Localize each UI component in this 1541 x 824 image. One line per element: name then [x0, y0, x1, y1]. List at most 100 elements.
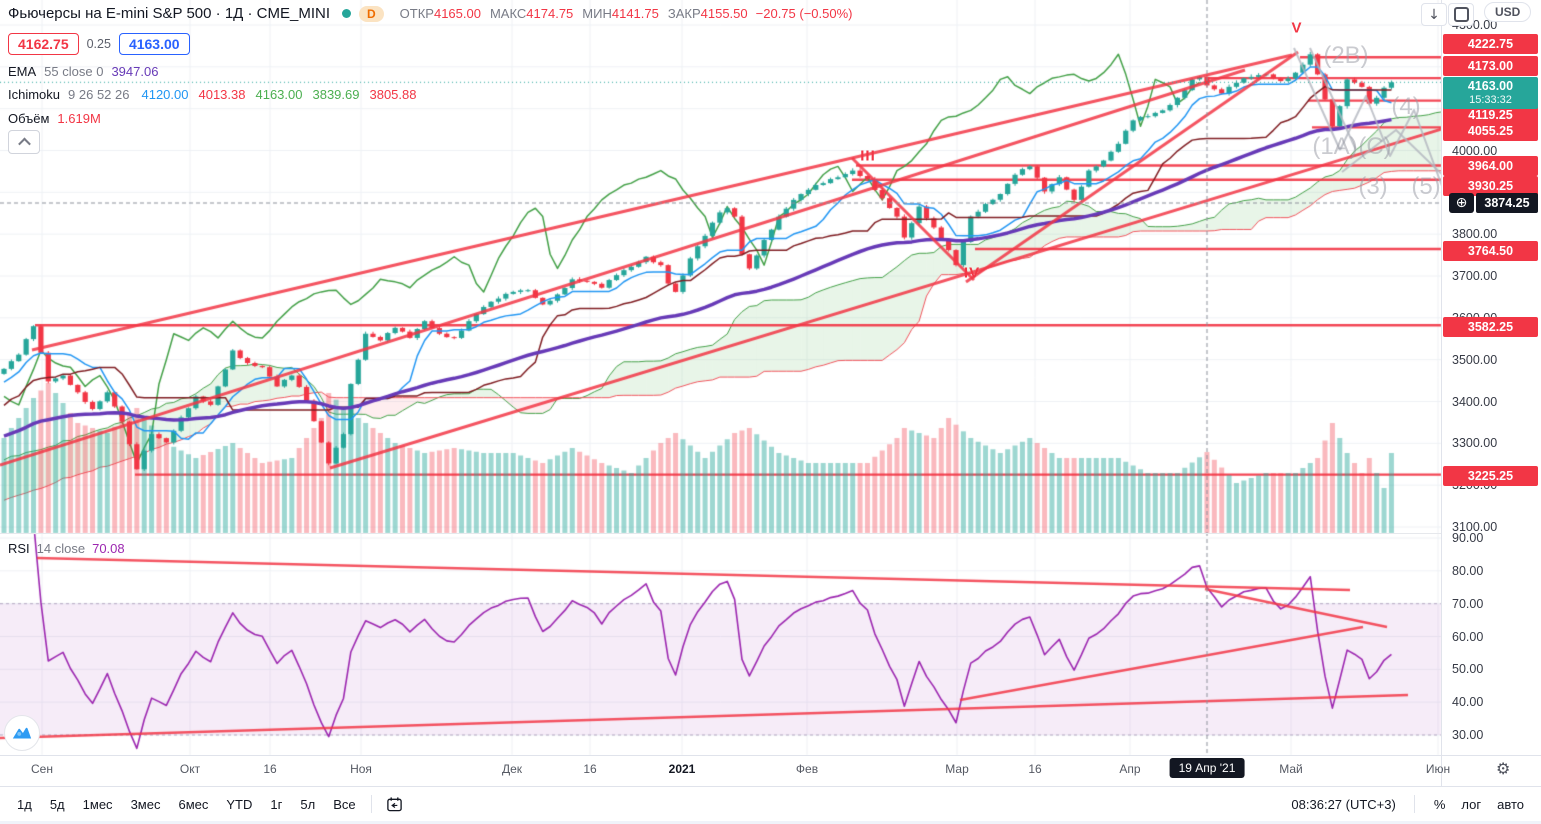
indicator-pane-logo: [4, 715, 40, 751]
price-axis-separator: [1441, 0, 1442, 786]
price-level-badge: 4119.25: [1443, 105, 1538, 125]
price-level-badge: 4222.75: [1443, 34, 1538, 54]
crosshair-price-badge: 3874.25: [1476, 193, 1538, 213]
volume-legend-value: 1.619M: [57, 111, 101, 126]
volume-legend-row[interactable]: Объём 1.619M: [8, 111, 101, 126]
quote-row: 4162.75 0.25 4163.00: [8, 33, 190, 55]
symbol-title[interactable]: Фьючерсы на E-mini S&P 500 · 1Д · CME_MI…: [8, 5, 330, 22]
chevron-up-icon: [17, 137, 31, 150]
crosshair-date-badge: 19 Апр '21: [1169, 758, 1245, 778]
ichimoku-value: 4120.00: [141, 87, 189, 102]
range-button-1г[interactable]: 1г: [270, 796, 283, 812]
price-level-badge: 3582.25: [1443, 317, 1538, 337]
ohlc-value: 4141.75: [611, 6, 659, 21]
range-button-YTD[interactable]: YTD: [226, 796, 253, 812]
last-price-badge[interactable]: 4163.00 15:33:32: [1443, 77, 1538, 109]
price-change: −20.75 (−0.50%): [755, 6, 853, 21]
ema-legend-value: 3947.06: [111, 64, 159, 79]
price-axis-tick: 3100.00: [1452, 520, 1498, 534]
annotation-(5): (5): [1411, 173, 1441, 200]
ichimoku-value: 4013.38: [198, 87, 246, 102]
rsi-axis-tick: 50.00: [1452, 662, 1484, 677]
ohlc-item: МИН 4141.75: [582, 6, 659, 21]
price-axis-tick: 3300.00: [1452, 436, 1498, 451]
price-axis-tick: 3500.00: [1452, 352, 1498, 367]
bar-countdown: 15:33:32: [1469, 93, 1512, 106]
time-axis-separator: [0, 755, 1541, 756]
rsi-axis-tick: 40.00: [1452, 695, 1484, 710]
time-axis-tick: Апр: [1119, 762, 1141, 776]
range-buttons: 1д 5д 1мес 3мес 6мес YTD 1г 5л Все: [10, 794, 363, 815]
toolbar-item-%[interactable]: %: [1433, 796, 1446, 812]
toolbar-separator: [0, 786, 1541, 787]
axis-settings-gear-icon[interactable]: ⚙: [1496, 759, 1511, 778]
time-axis-tick: Фев: [795, 762, 819, 776]
toolbar-item-лог[interactable]: лог: [1461, 796, 1482, 812]
ema-legend-row[interactable]: EMA 55 close 0 3947.06: [8, 64, 158, 79]
maximize-pane-button[interactable]: [1448, 3, 1474, 26]
toolbar-divider: [1413, 795, 1415, 813]
ema-legend-name: EMA: [8, 64, 37, 79]
price-level-badge: 4173.00: [1443, 56, 1538, 76]
session-clock[interactable]: 08:36:27 (UTC+3): [1291, 796, 1396, 812]
ichimoku-legend-name: Ichimoku: [8, 87, 61, 102]
range-button-6мес[interactable]: 6мес: [178, 796, 209, 812]
interval-badge[interactable]: D: [359, 5, 384, 22]
ohlc-item: МАКС 4174.75: [490, 6, 573, 21]
range-button-1мес[interactable]: 1мес: [82, 796, 113, 812]
time-axis-tick: Дек: [501, 762, 523, 776]
scale-mode-buttons: % лог авто: [1427, 794, 1531, 815]
crosshair-plus-button[interactable]: ⊕: [1449, 193, 1474, 213]
down-arrow-icon: ↓: [1428, 6, 1440, 23]
range-button-3мес[interactable]: 3мес: [130, 796, 161, 812]
time-axis-tick: 16: [583, 762, 597, 776]
currency-toggle[interactable]: USD: [1484, 2, 1532, 22]
annotation-(C): (C): [1358, 133, 1392, 160]
bid-price-box[interactable]: 4162.75: [8, 33, 79, 55]
price-axis-tick: 4000.00: [1452, 143, 1498, 158]
range-button-5л[interactable]: 5л: [300, 796, 316, 812]
rsi-legend-row[interactable]: RSI 14 close 70.08: [8, 541, 125, 556]
ohlc-value: 4155.50: [700, 6, 748, 21]
range-button-1д[interactable]: 1д: [17, 796, 32, 812]
go-to-date-button[interactable]: [380, 794, 409, 815]
annotation-(1A): (1A): [1312, 133, 1358, 160]
pane-separator[interactable]: [0, 533, 1441, 534]
price-level-badge: 3764.50: [1443, 241, 1538, 261]
price-axis-tick: 3800.00: [1452, 227, 1498, 242]
annotation-(2B): (2B): [1323, 42, 1369, 69]
toolbar-item-авто[interactable]: авто: [1497, 796, 1524, 812]
toolbar-divider: [370, 795, 372, 813]
range-button-Все[interactable]: Все: [333, 796, 356, 812]
collapse-legend-button[interactable]: [8, 130, 40, 154]
price-level-badge: 3964.00: [1443, 156, 1538, 176]
bottom-toolbar: 1д 5д 1мес 3мес 6мес YTD 1г 5л Все 08:36:27 (UTC…: [0, 787, 1541, 821]
time-axis-tick: 16: [263, 762, 277, 776]
annotation-IV: IV: [963, 264, 981, 282]
time-axis-tick: Окт: [179, 762, 201, 776]
maximize-icon: [1453, 7, 1469, 22]
ichimoku-value: 3805.88: [369, 87, 417, 102]
last-price-value: 4163.00: [1467, 79, 1514, 94]
symbol-legend-row: Фьючерсы на E-mini S&P 500 · 1Д · CME_MI…: [8, 5, 853, 22]
range-button-5д[interactable]: 5д: [49, 796, 65, 812]
mountain-chart-icon: [12, 727, 32, 739]
ask-price-box[interactable]: 4163.00: [118, 33, 190, 55]
scroll-to-recent-button[interactable]: ↓: [1421, 3, 1447, 26]
time-axis-tick: 2021: [668, 762, 696, 776]
rsi-axis-tick: 70.00: [1452, 596, 1484, 611]
calendar-icon: [386, 796, 402, 811]
price-level-badge: 3930.25: [1443, 176, 1538, 196]
rsi-legend-value: 70.08: [92, 541, 125, 556]
price-axis-tick: 3400.00: [1452, 394, 1498, 409]
ichimoku-legend-row[interactable]: Ichimoku 9 26 52 26 4120.00 4013.38 4163.0…: [8, 87, 416, 102]
rsi-axis-tick: 80.00: [1452, 563, 1484, 578]
rsi-legend-name: RSI: [8, 541, 30, 556]
rsi-axis-tick: 90.00: [1452, 531, 1484, 545]
ohlc-label: ОТКР: [399, 6, 434, 21]
ohlc-row: ОТКР 4165.00 МАКС 4174.75 МИН 4141.75 ЗАКР 4155…: [400, 6, 748, 21]
ohlc-label: МАКС: [489, 6, 527, 21]
ichimoku-legend-params: 9 26 52 26: [68, 87, 130, 102]
ichimoku-value: 4163.00: [255, 87, 303, 102]
